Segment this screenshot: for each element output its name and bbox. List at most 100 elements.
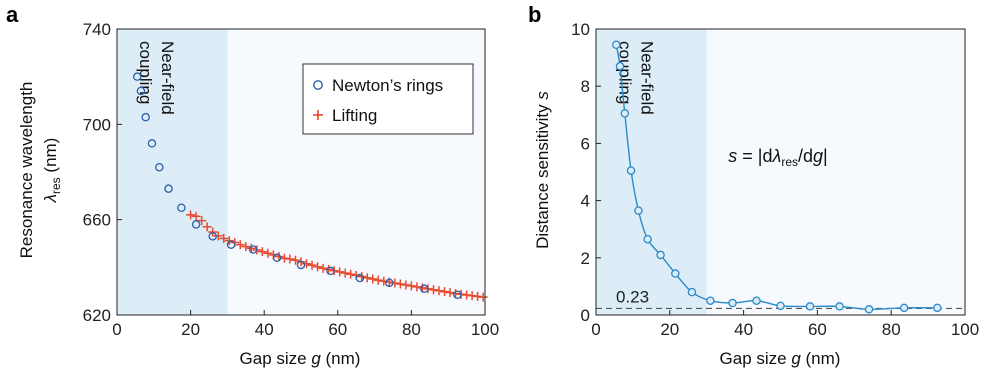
- lifting-point: [440, 287, 450, 297]
- near-field-region-b: [596, 29, 707, 315]
- plot-frame-b: [595, 28, 966, 316]
- near-field-label-a-line1: Near-field: [158, 41, 177, 115]
- sensitivity-point: [706, 296, 715, 305]
- x-tick-label: 80: [402, 320, 421, 339]
- y-tick-label: 620: [83, 306, 111, 325]
- lifting-point: [401, 280, 411, 290]
- newton-point: [355, 273, 365, 283]
- lifting-point: [417, 283, 427, 293]
- newton-point: [164, 184, 173, 193]
- lifting-point: [186, 210, 196, 220]
- panel-letter-a: a: [6, 2, 19, 27]
- lifting-point: [324, 264, 334, 274]
- lifting-point: [302, 259, 312, 269]
- lifting-point: [346, 269, 356, 279]
- sensitivity-point: [612, 40, 621, 49]
- lifting-point: [213, 231, 223, 241]
- lifting-point: [445, 288, 455, 298]
- lifting-point: [263, 248, 273, 258]
- lifting-point: [335, 267, 345, 277]
- lifting-point: [340, 268, 350, 278]
- newton-point: [272, 253, 282, 263]
- y-tick-label: 8: [581, 77, 590, 96]
- lifting-point: [257, 247, 267, 257]
- sensitivity-point: [656, 250, 665, 260]
- near-field-label-b-line1: Near-field: [637, 41, 656, 115]
- sensitivity-point: [933, 303, 942, 313]
- newton-point: [132, 72, 142, 81]
- legend-label-lifting: Lifting: [332, 106, 377, 125]
- panel-letter-b: b: [528, 2, 541, 27]
- legend-marker-newton: [313, 80, 323, 90]
- sensitivity-point: [687, 287, 697, 297]
- lifting-point: [362, 273, 372, 283]
- lifting-point: [219, 233, 229, 243]
- newton-point: [155, 162, 164, 172]
- legend-box: [302, 63, 474, 135]
- lifting-point: [235, 240, 245, 250]
- sensitivity-point: [615, 61, 625, 71]
- panel-b: b Near-field coupling 0.23 0 20 40 60 80 1000…: [528, 2, 979, 368]
- lifting-point: [241, 242, 251, 252]
- lifting-point: [395, 279, 405, 289]
- lifting-point: [290, 255, 300, 265]
- sensitivity-point: [634, 206, 643, 215]
- sensitivity-point: [776, 301, 785, 311]
- lifting-point: [246, 243, 256, 253]
- x-tick-label: 60: [808, 320, 827, 339]
- lifting-point: [478, 292, 488, 302]
- sensitivity-point: [620, 109, 630, 118]
- lifting-point: [390, 278, 400, 288]
- near-field-label-b-line2: coupling: [615, 41, 634, 104]
- y-axis-title-b: Distance sensitivity s: [533, 91, 552, 249]
- y-tick-label: 10: [571, 20, 590, 39]
- newton-point: [147, 139, 157, 148]
- lifting-point: [191, 211, 201, 221]
- y-tick-label: 0: [581, 306, 590, 325]
- x-tick-label: 60: [328, 320, 347, 339]
- newton-point: [453, 290, 462, 299]
- newton-point: [420, 284, 429, 294]
- lifting-point: [197, 216, 207, 226]
- lifting-point: [307, 260, 317, 270]
- lifting-point: [406, 281, 416, 291]
- sensitivity-formula: s = |dλres/dg|: [728, 146, 827, 169]
- sensitivity-point: [752, 296, 761, 305]
- y-tick-label: 6: [581, 134, 590, 153]
- x-tick-label: 20: [660, 320, 679, 339]
- data-marks-a: [132, 72, 488, 302]
- lifting-point: [373, 275, 383, 285]
- x-tick-label: 100: [951, 320, 979, 339]
- y-tick-label: 740: [83, 20, 111, 39]
- plot-frame-a: [116, 28, 486, 316]
- near-field-region-a: [117, 29, 228, 315]
- legend-label-newton: Newton’s rings: [332, 76, 443, 95]
- x-tick-label: 40: [734, 320, 753, 339]
- newton-point: [177, 203, 186, 212]
- x-tick-label: 0: [591, 320, 600, 339]
- newton-point: [385, 278, 394, 288]
- legend-marker-lifting: [313, 110, 323, 120]
- x-axis-title-a: Gap size g (nm): [240, 349, 361, 368]
- newton-point: [208, 232, 217, 241]
- lifting-point: [412, 282, 422, 292]
- x-tick-label: 40: [255, 320, 274, 339]
- x-tick-label: 20: [181, 320, 200, 339]
- axis-ticks-b: 0 20 40 60 80 100 0 2 4 6 8 10: [571, 20, 979, 339]
- newton-point: [248, 245, 258, 254]
- x-tick-label: 0: [112, 320, 121, 339]
- sensitivity-point: [835, 302, 844, 311]
- lifting-point: [202, 222, 212, 232]
- x-tick-label: 80: [882, 320, 901, 339]
- newton-point: [136, 86, 146, 96]
- sensitivity-point: [643, 234, 652, 244]
- lifting-point: [357, 272, 367, 282]
- lifting-point: [318, 263, 328, 273]
- lifting-point: [379, 276, 389, 286]
- lifting-point: [368, 274, 378, 284]
- sensitivity-point: [805, 302, 815, 311]
- lifting-point: [274, 252, 284, 262]
- lifting-point: [208, 227, 218, 237]
- sensitivity-point: [864, 305, 874, 314]
